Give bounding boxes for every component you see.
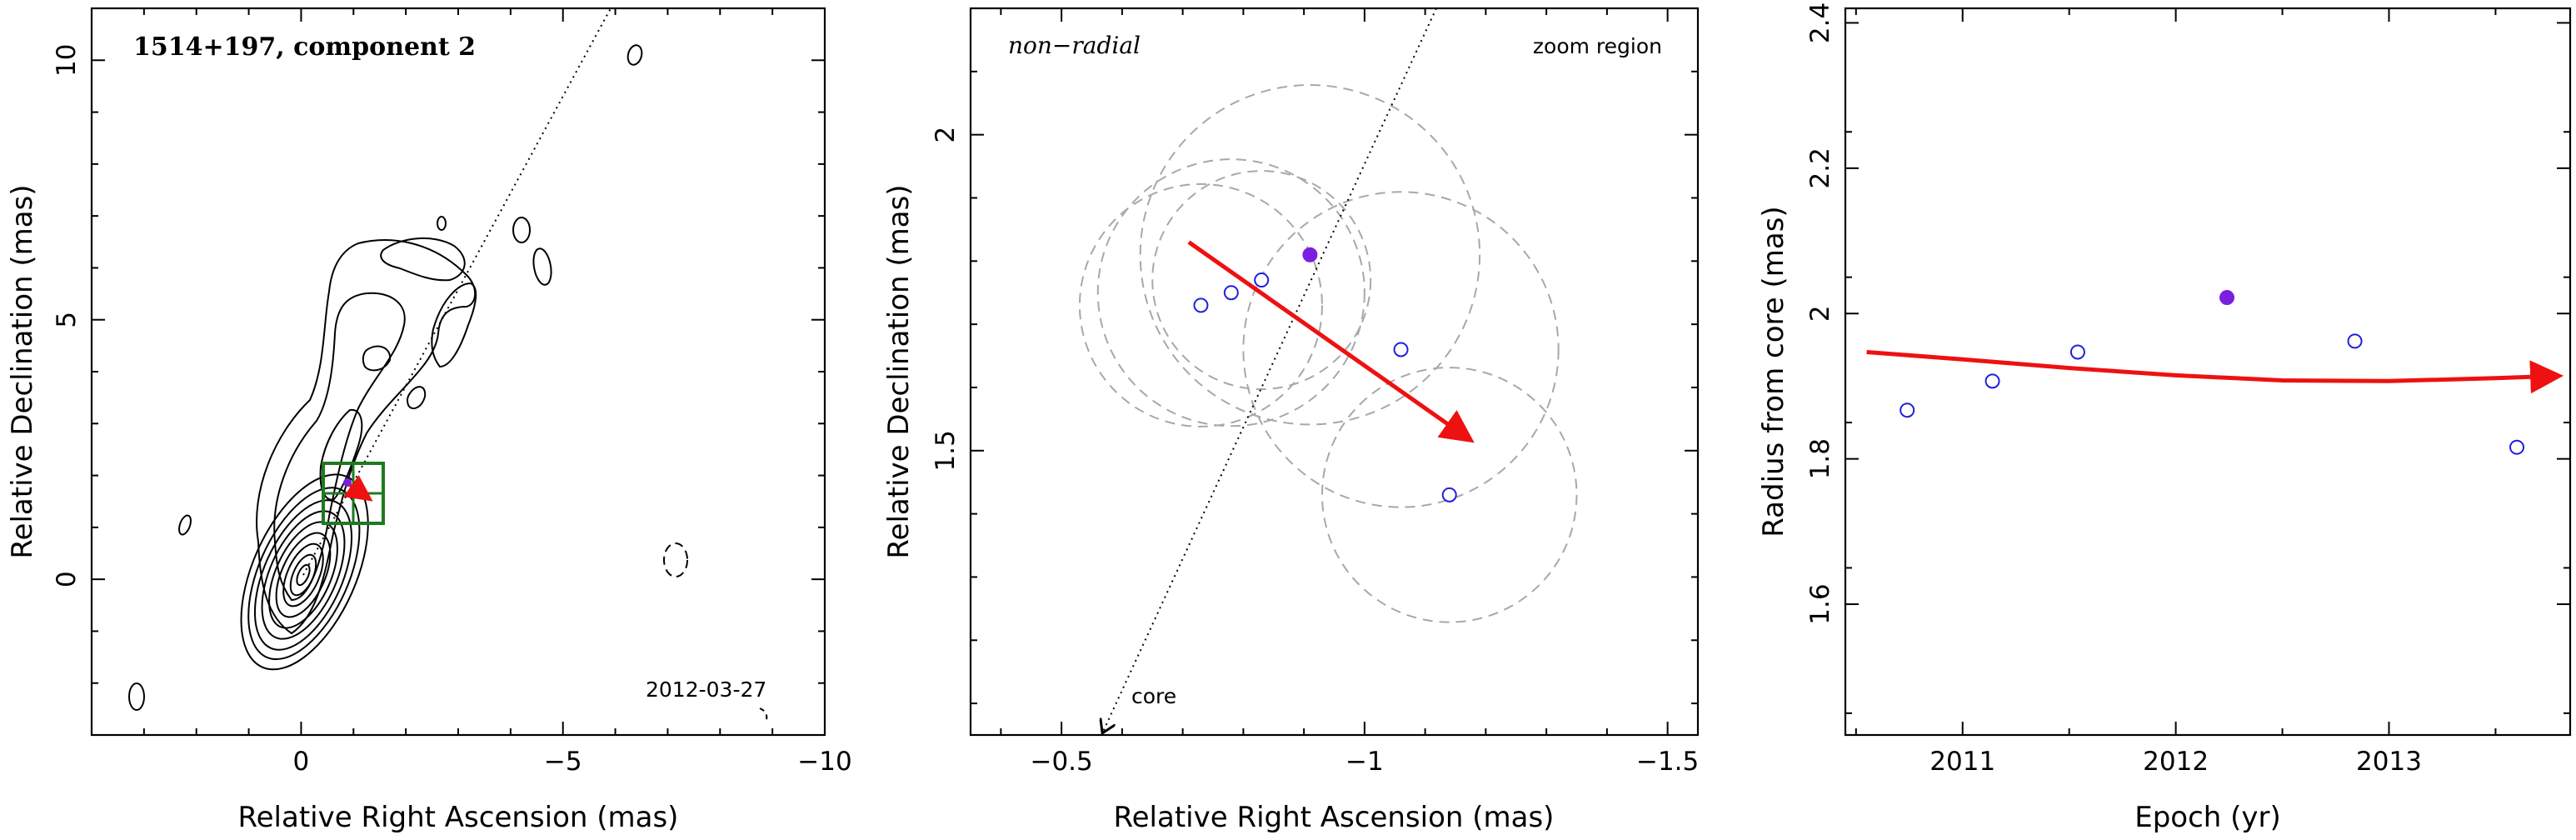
contour-core-9	[296, 563, 311, 587]
data-point	[1441, 487, 1457, 502]
error-circle	[1078, 182, 1323, 428]
panel-map-ytick-label: 5	[52, 312, 82, 328]
panel-zoom-points	[1193, 247, 1457, 502]
panel-zoom-ticks: −0.5 −1 −1.5 1.5 2	[931, 8, 1699, 777]
error-circle	[1320, 367, 1578, 623]
panel-radius-fit-curve	[1866, 350, 2564, 394]
contour-core-7	[282, 542, 324, 608]
contour-island-3	[512, 217, 531, 243]
panel-radius-ticks: 2011 2012 2013 1.6 1.8 2 2.2 2.4	[1805, 2, 2570, 777]
panel-zoom-xtick-label: −1.5	[1636, 747, 1699, 777]
contour-island-6	[627, 44, 643, 66]
error-circle	[1096, 158, 1365, 428]
contour-jet-knot	[406, 386, 427, 410]
contour-jet-upper	[380, 237, 466, 282]
panel-map-title: 1514+197, component 2	[133, 32, 476, 62]
panel-map-core-contours	[240, 473, 369, 671]
contour-core-4	[261, 510, 346, 640]
panel-zoom-xtick-label: −1	[1345, 747, 1384, 777]
data-point	[2069, 344, 2085, 360]
panel-map-xtick-label: −5	[544, 747, 582, 777]
contour-jet-arm	[431, 282, 477, 368]
panel-radius: 2011 2012 2013 1.6 1.8 2 2.2 2.4 Epoch (yr) Rad…	[1757, 2, 2572, 834]
panel-map-frame	[90, 7, 826, 737]
panel-radius-xtick-label: 2011	[1930, 747, 1995, 777]
panel-map-date: 2012-03-27	[646, 678, 766, 702]
panel-radius-frame	[1844, 7, 2572, 737]
panel-zoom-xtick-label: −0.5	[1030, 747, 1092, 777]
panel-zoom-annotation-right: zoom region	[1533, 34, 1662, 58]
contour-island-5	[437, 216, 447, 231]
data-point	[1193, 298, 1209, 313]
contour-core-1	[240, 473, 369, 671]
contour-island-4	[532, 248, 552, 286]
contour-island-edge	[759, 708, 768, 721]
panel-zoom: −0.5 −1 −1.5 1.5 2 non−radial zoom region co…	[882, 7, 1700, 834]
error-circle	[1139, 84, 1481, 426]
contour-island-2	[178, 514, 192, 536]
panel-map-zoom-box	[322, 462, 385, 525]
panel-zoom-jet-axis	[1103, 8, 1437, 732]
contour-jet-mid	[273, 292, 406, 602]
error-circle	[1151, 170, 1372, 391]
panel-map-xtick-label: 0	[293, 747, 310, 777]
contour-jet-inner	[319, 408, 363, 502]
panel-radius-xtick-label: 2013	[2356, 747, 2422, 777]
data-point	[1223, 285, 1239, 301]
panel-map-component-marker	[343, 478, 352, 487]
panel-map-ytick-label: 10	[52, 44, 82, 77]
panel-radius-points	[1900, 290, 2525, 455]
data-point	[2347, 333, 2363, 349]
panel-zoom-core-label: core	[1131, 684, 1176, 708]
data-point	[2509, 439, 2525, 455]
panel-map-motion-arrow	[343, 475, 373, 502]
panel-zoom-frame	[969, 7, 1700, 737]
panel-radius-ytick-label: 1.8	[1805, 438, 1835, 479]
data-point	[1900, 402, 1915, 418]
panel-radius-ytick-label: 2	[1805, 305, 1835, 322]
panel-map-ylabel: Relative Declination (mas)	[6, 184, 39, 558]
data-point-filled	[1302, 247, 1318, 262]
panel-radius-xlabel: Epoch (yr)	[2134, 801, 2281, 834]
panel-zoom-ylabel: Relative Declination (mas)	[882, 184, 916, 558]
data-point	[1254, 272, 1270, 288]
panel-map-ytick-label: 0	[52, 571, 82, 588]
panel-zoom-xlabel: Relative Right Ascension (mas)	[1114, 801, 1555, 834]
panel-radius-ytick-label: 1.6	[1805, 583, 1835, 624]
panel-zoom-motion-vector	[1187, 240, 1475, 443]
panel-radius-ytick-label: 2.4	[1805, 2, 1835, 43]
panel-map: 0 −5 −10 0 5 10 1514+197, component 2 2012-03…	[6, 7, 852, 834]
data-point	[1984, 373, 2000, 389]
panel-zoom-error-circles	[1078, 84, 1578, 623]
panel-map-xlabel: Relative Right Ascension (mas)	[238, 801, 679, 834]
panel-zoom-ytick-label: 1.5	[931, 430, 961, 471]
error-circle	[1242, 191, 1560, 508]
contour-core-3	[253, 499, 353, 651]
panel-zoom-ytick-label: 2	[931, 127, 961, 143]
panel-radius-ytick-label: 2.2	[1805, 148, 1835, 188]
contour-core-6	[275, 532, 332, 618]
contour-jet-lobe	[362, 345, 392, 372]
contour-island-negative	[663, 542, 688, 578]
panel-radius-xtick-label: 2012	[2143, 747, 2209, 777]
contour-island-1	[128, 682, 145, 711]
panel-map-jet-axis	[302, 8, 612, 576]
data-point-filled	[2219, 290, 2235, 306]
panel-map-xtick-label: −10	[797, 747, 851, 777]
contour-jet-outer	[256, 239, 477, 635]
panel-radius-ylabel: Radius from core (mas)	[1757, 206, 1790, 537]
data-point	[1393, 342, 1409, 358]
panel-map-ticks: 0 −5 −10 0 5 10	[52, 8, 852, 777]
panel-zoom-annotation-left: non−radial	[1008, 32, 1141, 59]
